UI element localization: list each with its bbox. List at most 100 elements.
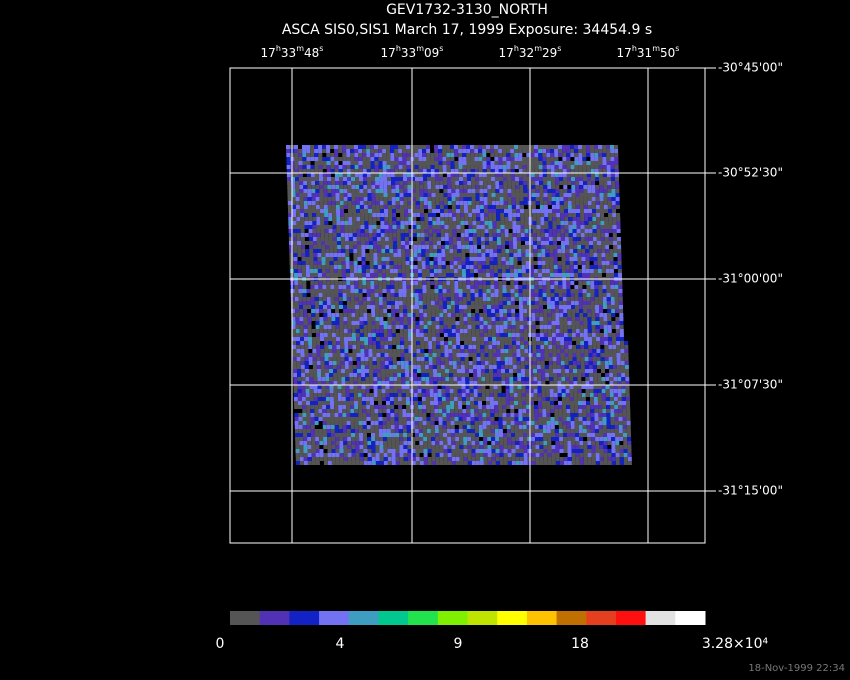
pixel xyxy=(612,357,617,361)
pixel xyxy=(391,197,396,201)
pixel xyxy=(527,177,531,181)
pixel xyxy=(377,253,382,257)
pixel xyxy=(380,349,385,353)
pixel xyxy=(613,249,618,253)
pixel xyxy=(372,237,377,241)
pixel xyxy=(358,157,363,161)
pixel xyxy=(615,205,620,209)
pixel xyxy=(539,193,544,197)
pixel xyxy=(401,377,406,381)
pixel xyxy=(585,245,590,249)
pixel xyxy=(381,377,386,381)
pixel xyxy=(450,289,455,293)
pixel xyxy=(472,361,477,365)
pixel xyxy=(386,273,390,277)
pixel xyxy=(405,373,410,377)
pixel xyxy=(407,181,412,185)
pixel xyxy=(379,309,384,313)
pixel xyxy=(363,309,368,313)
pixel xyxy=(482,165,487,169)
pixel xyxy=(588,209,592,213)
pixel xyxy=(602,285,607,289)
pixel xyxy=(464,357,469,361)
pixel xyxy=(601,253,606,257)
pixel xyxy=(470,173,475,177)
pixel xyxy=(491,193,496,197)
pixel xyxy=(489,261,494,265)
pixel xyxy=(354,173,359,177)
pixel xyxy=(607,325,612,329)
pixel xyxy=(535,181,540,185)
pixel xyxy=(411,317,416,321)
pixel xyxy=(435,333,440,337)
pixel xyxy=(475,313,480,317)
pixel xyxy=(526,169,531,173)
pixel xyxy=(302,285,307,289)
pixel xyxy=(436,357,441,361)
pixel xyxy=(463,197,468,201)
pixel xyxy=(487,201,492,205)
pixel xyxy=(607,333,612,337)
pixel xyxy=(493,377,498,381)
pixel xyxy=(561,265,566,269)
pixel xyxy=(509,385,514,389)
pixel xyxy=(334,173,339,177)
pixel xyxy=(384,345,389,349)
pixel xyxy=(307,181,312,185)
pixel xyxy=(451,325,456,329)
pixel xyxy=(354,273,358,277)
pixel xyxy=(500,229,505,233)
pixel xyxy=(594,301,599,305)
pixel xyxy=(532,213,537,217)
pixel xyxy=(480,349,485,353)
pixel xyxy=(396,341,401,345)
pixel xyxy=(298,301,303,305)
pixel xyxy=(483,177,487,181)
pixel xyxy=(464,349,469,353)
pixel xyxy=(351,189,356,193)
pixel xyxy=(516,365,521,369)
pixel xyxy=(564,365,569,369)
pixel xyxy=(452,209,456,213)
pixel xyxy=(464,221,469,225)
pixel xyxy=(576,365,581,369)
pixel xyxy=(431,325,436,329)
pixel xyxy=(312,221,317,225)
pixel xyxy=(349,269,354,273)
pixel xyxy=(584,213,589,217)
pixel xyxy=(390,149,395,153)
pixel xyxy=(534,285,539,289)
pixel xyxy=(495,181,500,185)
pixel xyxy=(545,377,550,381)
pixel xyxy=(504,237,509,241)
pixel xyxy=(427,305,431,309)
pixel xyxy=(522,273,526,277)
pixel xyxy=(397,261,402,265)
pixel xyxy=(367,313,372,317)
pixel xyxy=(470,301,475,305)
pixel xyxy=(614,165,619,169)
pixel xyxy=(620,357,625,361)
pixel xyxy=(325,257,330,261)
pixel xyxy=(492,221,497,225)
pixel xyxy=(531,313,536,317)
pixel xyxy=(386,173,391,177)
pixel xyxy=(519,177,523,181)
pixel xyxy=(395,197,400,201)
pixel xyxy=(611,205,616,209)
pixel xyxy=(416,345,421,349)
pixel xyxy=(493,381,498,385)
pixel xyxy=(392,225,397,229)
pixel xyxy=(360,217,365,221)
pixel xyxy=(546,145,550,149)
pixel xyxy=(373,241,377,245)
pixel xyxy=(300,353,305,357)
pixel xyxy=(614,289,619,293)
pixel xyxy=(513,245,518,249)
pixel xyxy=(434,145,438,149)
pixel xyxy=(421,369,425,373)
pixel xyxy=(612,217,617,221)
pixel xyxy=(480,237,485,241)
pixel xyxy=(499,189,504,193)
pixel xyxy=(422,289,427,293)
